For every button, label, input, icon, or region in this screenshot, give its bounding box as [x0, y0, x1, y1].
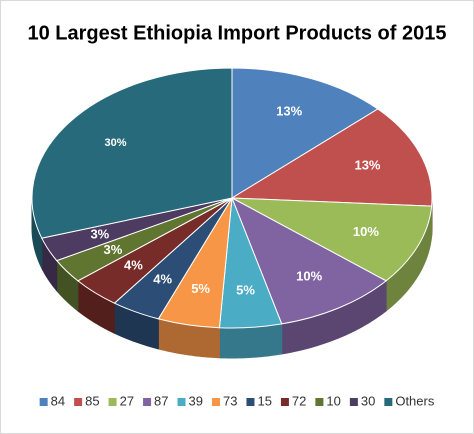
slice	[31, 67, 233, 239]
legend-label: 27	[120, 393, 134, 408]
slice	[230, 108, 433, 207]
legend-swatch	[39, 398, 48, 406]
legend-swatch	[280, 398, 289, 406]
legend-swatch	[349, 398, 358, 406]
slice-side	[218, 323, 283, 359]
legend-label: 87	[154, 393, 168, 408]
data-label: 4%	[124, 258, 143, 273]
data-label: 13%	[354, 158, 380, 173]
data-label: 30%	[104, 137, 126, 149]
legend-label: 10	[326, 393, 340, 408]
legend-swatch	[177, 398, 186, 406]
slice	[231, 196, 388, 325]
data-label: 5%	[191, 281, 210, 296]
data-label: 4%	[153, 271, 172, 286]
legend-swatch	[108, 398, 117, 406]
legend-label: 30	[361, 393, 375, 408]
legend-label: 39	[189, 393, 203, 408]
legend-label: Others	[395, 393, 435, 408]
chart-title: 10 Largest Ethiopia Import Products of 2…	[28, 22, 447, 44]
legend-label: 72	[292, 393, 306, 408]
legend-swatch	[211, 398, 220, 406]
legend: 84 85 27 87 39 73 15 72 10 30 Others	[39, 393, 435, 408]
data-label: 5%	[236, 283, 255, 298]
legend-label: 85	[85, 393, 99, 408]
legend-label: 84	[51, 393, 65, 408]
legend-swatch	[246, 398, 255, 406]
legend-swatch	[384, 398, 393, 406]
slice	[231, 67, 379, 199]
data-label: 3%	[104, 242, 123, 257]
data-label: 3%	[90, 227, 109, 242]
slice	[231, 197, 433, 282]
legend-swatch	[74, 398, 83, 406]
data-label: 10%	[296, 268, 322, 283]
data-label: 10%	[353, 224, 379, 239]
data-label: 13%	[276, 104, 302, 119]
legend-label: 73	[223, 393, 237, 408]
legend-swatch	[315, 398, 324, 406]
legend-swatch	[143, 398, 152, 406]
legend-label: 15	[257, 393, 271, 408]
